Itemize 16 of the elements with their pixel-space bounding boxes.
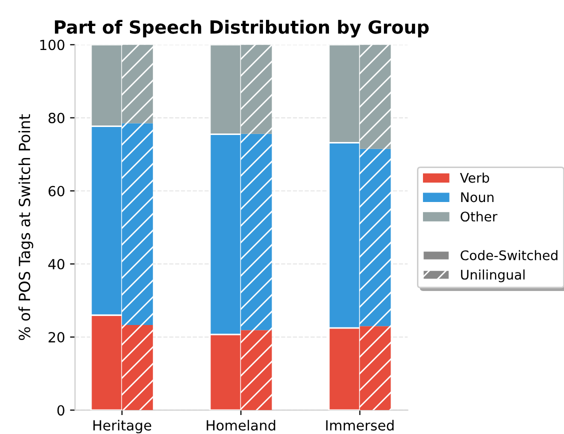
- text: Unilingual: [461, 269, 525, 282]
- y-tick-label: 100: [40, 40, 64, 50]
- legend-label: Verb: [460, 172, 490, 183]
- y-tick-label: 20: [48, 332, 64, 343]
- y-tick-label: 60: [48, 186, 64, 196]
- chart-title: Part of Speech Distribution by Group: [54, 20, 429, 38]
- legend-label: Other: [460, 211, 498, 222]
- y-tick-label: 40: [48, 258, 64, 270]
- y-tick-label: 0: [57, 405, 64, 416]
- x-tick-label: Heritage: [93, 420, 152, 434]
- x-tick-label: Immersed: [326, 420, 394, 431]
- text: Code-Switched: [460, 250, 558, 260]
- x-tick-label: Homeland: [206, 420, 276, 431]
- legend-label: Noun: [461, 192, 494, 202]
- y-tick-label: 80: [48, 112, 64, 124]
- y-axis-title: % of POS Tags at Switch Point: [18, 114, 34, 340]
